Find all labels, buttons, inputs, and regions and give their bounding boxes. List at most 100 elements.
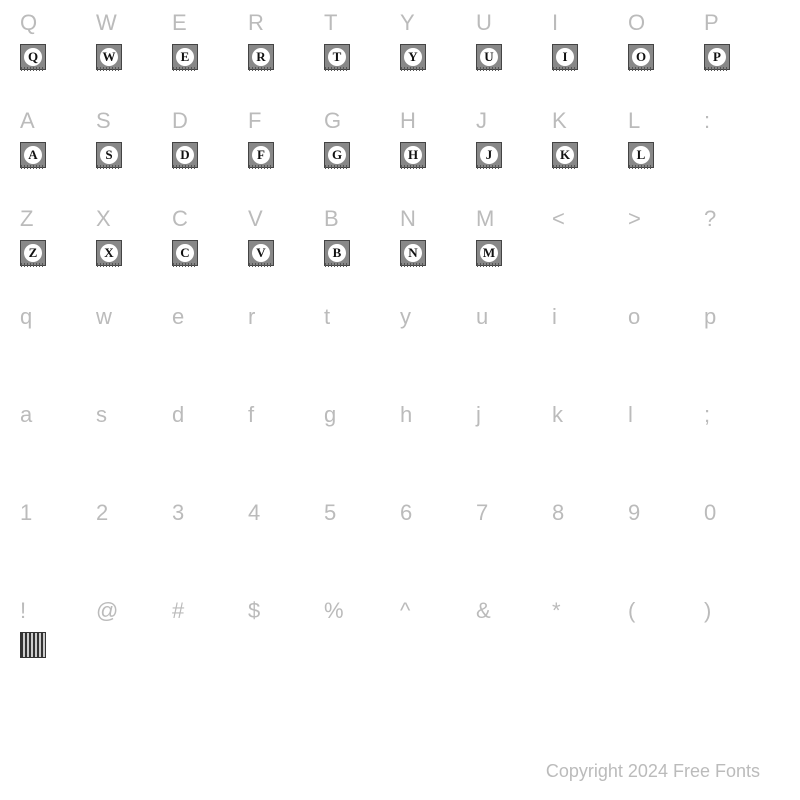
font-glyph: X [96, 240, 122, 266]
key-label: t [324, 300, 330, 334]
key-label: f [248, 398, 254, 432]
key-label: E [172, 6, 187, 40]
char-cell: 5 [324, 496, 400, 594]
char-cell: ; [704, 398, 780, 496]
key-label: 2 [96, 496, 108, 530]
key-label: P [704, 6, 719, 40]
char-cell: # [172, 594, 248, 692]
key-label: Q [20, 6, 37, 40]
key-label: F [248, 104, 261, 138]
char-cell: f [248, 398, 324, 496]
char-cell: q [20, 300, 96, 398]
char-cell: p [704, 300, 780, 398]
font-glyph: R [248, 44, 274, 70]
char-cell: 0 [704, 496, 780, 594]
char-cell: GG [324, 104, 400, 202]
key-label: Y [400, 6, 415, 40]
copyright-text: Copyright 2024 Free Fonts [546, 761, 760, 782]
font-glyph: O [628, 44, 654, 70]
key-label: a [20, 398, 32, 432]
char-cell: k [552, 398, 628, 496]
char-cell: * [552, 594, 628, 692]
key-label: M [476, 202, 494, 236]
char-cell: XX [96, 202, 172, 300]
key-label: w [96, 300, 112, 334]
key-label: o [628, 300, 640, 334]
font-glyph: W [96, 44, 122, 70]
char-cell: 2 [96, 496, 172, 594]
char-cell: UU [476, 6, 552, 104]
font-glyph: J [476, 142, 502, 168]
glyph-letter: J [476, 142, 502, 168]
char-cell: h [400, 398, 476, 496]
char-cell: 6 [400, 496, 476, 594]
char-cell: BB [324, 202, 400, 300]
font-glyph: B [324, 240, 350, 266]
key-label: ? [704, 202, 716, 236]
char-cell: PP [704, 6, 780, 104]
font-glyph: Y [400, 44, 426, 70]
key-label: p [704, 300, 716, 334]
key-label: B [324, 202, 339, 236]
key-label: g [324, 398, 336, 432]
char-cell: g [324, 398, 400, 496]
glyph-letter: Y [400, 44, 426, 70]
key-label: A [20, 104, 35, 138]
char-cell: ) [704, 594, 780, 692]
key-label: s [96, 398, 107, 432]
glyph-letter: E [172, 44, 198, 70]
font-glyph: L [628, 142, 654, 168]
char-cell: II [552, 6, 628, 104]
glyph-letter: Q [20, 44, 46, 70]
font-glyph: Q [20, 44, 46, 70]
key-label: S [96, 104, 111, 138]
font-glyph: A [20, 142, 46, 168]
glyph-letter: T [324, 44, 350, 70]
key-label: > [628, 202, 641, 236]
char-cell: o [628, 300, 704, 398]
char-cell: r [248, 300, 324, 398]
char-cell: 4 [248, 496, 324, 594]
key-label: @ [96, 594, 118, 628]
char-cell: & [476, 594, 552, 692]
key-label: ) [704, 594, 711, 628]
glyph-letter: O [628, 44, 654, 70]
key-label: 0 [704, 496, 716, 530]
key-label: 6 [400, 496, 412, 530]
char-cell: ^ [400, 594, 476, 692]
char-cell: KK [552, 104, 628, 202]
char-cell: HH [400, 104, 476, 202]
char-cell: ? [704, 202, 780, 300]
key-label: r [248, 300, 255, 334]
font-glyph: M [476, 240, 502, 266]
char-cell: LL [628, 104, 704, 202]
glyph-letter: R [248, 44, 274, 70]
glyph-letter: X [96, 240, 122, 266]
glyph-letter: W [96, 44, 122, 70]
key-label: % [324, 594, 344, 628]
key-label: j [476, 398, 481, 432]
key-label: : [704, 104, 710, 138]
glyph-letter: C [172, 240, 198, 266]
char-cell: YY [400, 6, 476, 104]
key-label: X [96, 202, 111, 236]
font-glyph: V [248, 240, 274, 266]
glyph-letter: K [552, 142, 578, 168]
glyph-letter: F [248, 142, 274, 168]
key-label: < [552, 202, 565, 236]
char-cell: OO [628, 6, 704, 104]
key-label: 3 [172, 496, 184, 530]
glyph-letter: L [628, 142, 654, 168]
key-label: I [552, 6, 558, 40]
char-cell: $ [248, 594, 324, 692]
key-label: ; [704, 398, 710, 432]
glyph-letter: U [476, 44, 502, 70]
key-label: U [476, 6, 492, 40]
key-label: H [400, 104, 416, 138]
key-label: J [476, 104, 487, 138]
char-cell: TT [324, 6, 400, 104]
char-cell: u [476, 300, 552, 398]
key-label: & [476, 594, 491, 628]
glyph-letter: B [324, 240, 350, 266]
key-label: e [172, 300, 184, 334]
